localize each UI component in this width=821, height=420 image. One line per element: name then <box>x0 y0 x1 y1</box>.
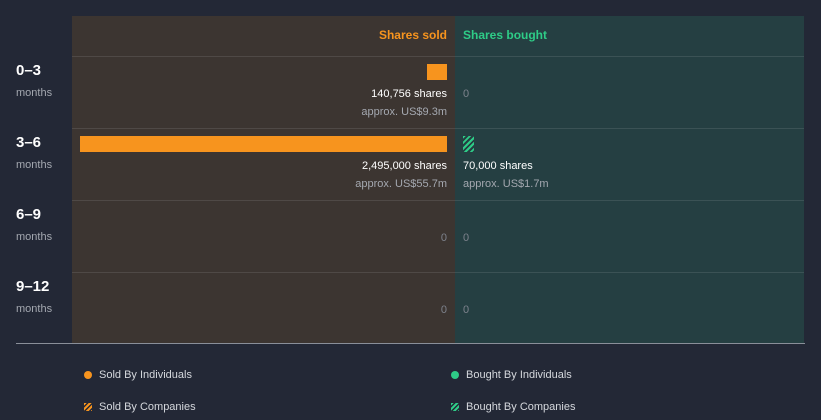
sold-approx-label: approx. US$55.7m <box>355 178 447 190</box>
legend-label: Sold By Companies <box>99 401 196 413</box>
period-label: 3–6 <box>16 134 42 151</box>
dot-icon <box>451 371 459 379</box>
bought-zero-label: 0 <box>463 232 470 244</box>
hatch-icon <box>84 403 92 411</box>
period-sublabel: months <box>16 87 53 99</box>
bought-approx-label: approx. US$1.7m <box>463 178 549 190</box>
period-label: 6–9 <box>16 206 42 223</box>
legend-label: Sold By Individuals <box>99 369 192 381</box>
chart-baseline <box>16 343 805 344</box>
bought-by-companies-bar <box>463 136 474 152</box>
bought-panel <box>455 16 804 343</box>
period-sublabel: months <box>16 159 53 171</box>
sold-panel <box>72 16 455 343</box>
sold-bar <box>427 64 447 80</box>
period-sublabel: months <box>16 231 53 243</box>
period-label: 0–3 <box>16 62 42 79</box>
row-divider <box>72 200 804 201</box>
legend-label: Bought By Individuals <box>466 369 572 381</box>
header-shares-bought: Shares bought <box>463 28 548 42</box>
sold-shares-label: 140,756 shares <box>371 88 447 100</box>
row-divider <box>72 128 804 129</box>
row-divider <box>72 272 804 273</box>
period-sublabel: months <box>16 303 53 315</box>
sold-zero-label: 0 <box>440 304 447 316</box>
legend-bought-by-individuals[interactable]: Bought By Individuals <box>451 369 572 381</box>
sold-bar <box>80 136 447 152</box>
hatch-icon <box>451 403 459 411</box>
legend-sold-by-individuals[interactable]: Sold By Individuals <box>84 369 192 381</box>
bought-shares-label: 70,000 shares <box>463 160 533 172</box>
legend-label: Bought By Companies <box>466 401 576 413</box>
period-label: 9–12 <box>16 278 50 295</box>
dot-icon <box>84 371 92 379</box>
header-shares-sold: Shares sold <box>378 28 447 42</box>
sold-shares-label: 2,495,000 shares <box>361 160 447 172</box>
sold-approx-label: approx. US$9.3m <box>361 106 447 118</box>
legend-bought-by-companies[interactable]: Bought By Companies <box>451 401 575 413</box>
sold-zero-label: 0 <box>440 232 447 244</box>
bought-zero-label: 0 <box>463 88 470 100</box>
row-divider <box>72 56 804 57</box>
bought-zero-label: 0 <box>463 304 470 316</box>
legend-sold-by-companies[interactable]: Sold By Companies <box>84 401 196 413</box>
